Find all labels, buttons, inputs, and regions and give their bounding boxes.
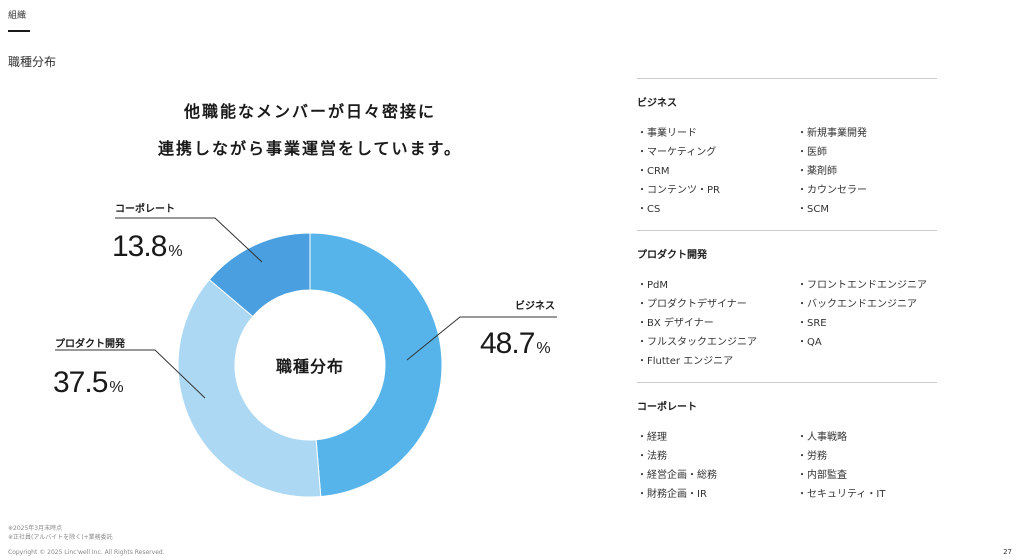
category-title-business: ビジネス (637, 98, 677, 109)
footnotes: ※2025年3月末時点 ※正社員(アルバイトを除く)+業務委託 (8, 524, 113, 542)
category-list-business: ・事業リード ・新規事業開発 ・マーケティング ・医師 ・CRM ・薬剤師 ・コ… (637, 124, 937, 215)
donut-chart (177, 232, 443, 498)
copyright: Copyright © 2025 Linc'well Inc. All Righ… (8, 549, 165, 556)
list-item: ・医師 (797, 147, 827, 158)
section-label: 組織 (8, 11, 27, 21)
list-item: ・バックエンドエンジニア (797, 299, 917, 310)
label-corporate-name: コーポレート (115, 204, 175, 215)
label-product-name: プロダクト開発 (55, 339, 125, 350)
list-item: ・セキュリティ・IT (797, 489, 886, 500)
list-item: ・新規事業開発 (797, 128, 867, 139)
list-item: ・フルスタックエンジニア (637, 337, 757, 348)
list-item: ・カウンセラー (797, 185, 867, 196)
page-number: 27 (1003, 548, 1012, 556)
list-item: ・SRE (797, 318, 827, 329)
label-corporate-value: 13.8% (112, 230, 183, 263)
section-underline (8, 30, 30, 32)
category-title-corporate: コーポレート (637, 402, 697, 413)
divider (637, 78, 937, 79)
headline-line-2: 連携しながら事業運営をしています。 (158, 139, 462, 158)
list-item: ・Flutter エンジニア (637, 356, 734, 367)
category-title-product: プロダクト開発 (637, 250, 707, 261)
divider (637, 382, 937, 383)
category-list-product: ・PdM ・フロントエンドエンジニア ・プロダクトデザイナー ・バックエンドエン… (637, 276, 937, 367)
label-product-value: 37.5% (53, 366, 124, 399)
list-item: ・SCM (797, 204, 829, 215)
label-business-value: 48.7% (480, 327, 551, 360)
headline-line-1: 他職能なメンバーが日々密接に (183, 102, 436, 121)
donut-center-label: 職種分布 (275, 357, 344, 376)
list-item: ・CS (637, 204, 661, 215)
list-item: ・事業リード (637, 128, 697, 139)
list-item: ・経理 (637, 432, 667, 443)
footnote: ※正社員(アルバイトを除く)+業務委託 (8, 534, 113, 541)
list-item: ・労務 (797, 451, 827, 462)
list-item: ・財務企画・IR (637, 489, 707, 500)
donut-slice-1 (177, 278, 322, 498)
donut-slice-0 (309, 232, 443, 498)
list-item: ・薬剤師 (797, 166, 837, 177)
list-item: ・フロントエンドエンジニア (797, 280, 927, 291)
list-item: ・CRM (637, 166, 670, 177)
list-item: ・内部監査 (797, 470, 847, 481)
label-business-name: ビジネス (515, 301, 555, 312)
footnote: ※2025年3月末時点 (8, 525, 63, 532)
page-title: 職種分布 (8, 55, 57, 69)
category-list-corporate: ・経理 ・人事戦略 ・法務 ・労務 ・経営企画・総務 ・内部監査 ・財務企画・I… (637, 428, 937, 500)
list-item: ・コンテンツ・PR (637, 185, 720, 196)
list-item: ・PdM (637, 280, 669, 291)
list-item: ・人事戦略 (797, 432, 847, 443)
list-item: ・法務 (637, 451, 667, 462)
list-item: ・QA (797, 337, 822, 348)
list-item: ・BX デザイナー (637, 318, 714, 329)
list-item: ・マーケティング (637, 147, 717, 158)
list-item: ・経営企画・総務 (637, 470, 717, 481)
divider (637, 230, 937, 231)
list-item: ・プロダクトデザイナー (637, 299, 747, 310)
job-categories: ビジネス ・事業リード ・新規事業開発 ・マーケティング ・医師 ・CRM ・薬… (637, 78, 937, 515)
